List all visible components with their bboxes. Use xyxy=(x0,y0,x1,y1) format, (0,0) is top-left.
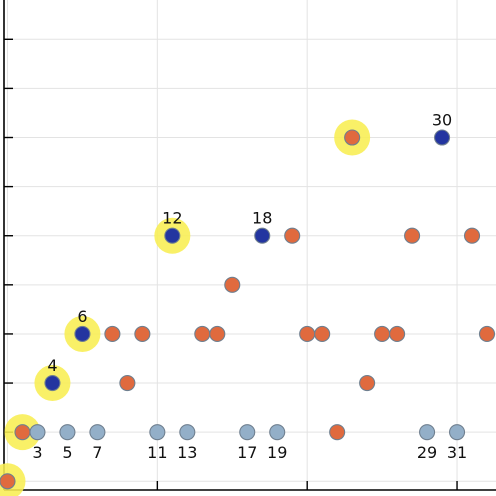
point-label: 18 xyxy=(252,209,272,228)
data-point xyxy=(463,227,481,244)
data-point xyxy=(254,227,271,244)
data-point xyxy=(239,424,256,441)
data-points xyxy=(0,129,496,490)
data-point xyxy=(89,424,106,441)
data-point xyxy=(269,424,286,441)
point-label: 30 xyxy=(432,111,452,130)
data-point xyxy=(359,374,376,392)
data-point xyxy=(419,424,436,441)
point-labels: 3 5 7 11 13 17 19 29 31 4 6 12 18 30 xyxy=(32,111,467,463)
point-label: 29 xyxy=(417,443,437,462)
data-point xyxy=(149,424,166,441)
data-point xyxy=(329,424,346,441)
data-point xyxy=(29,424,46,441)
data-point xyxy=(374,325,391,342)
grid-lines xyxy=(4,0,496,490)
point-label: 31 xyxy=(447,443,467,462)
point-label: 19 xyxy=(267,443,287,462)
data-point xyxy=(44,374,61,392)
data-point xyxy=(478,325,496,342)
data-point xyxy=(14,424,31,441)
data-point xyxy=(59,424,76,441)
point-label: 17 xyxy=(237,443,257,462)
data-point xyxy=(389,325,406,342)
data-point xyxy=(448,424,466,441)
axes xyxy=(3,0,496,491)
data-point xyxy=(209,325,226,342)
data-point xyxy=(134,325,151,342)
data-point xyxy=(119,374,136,392)
point-label: 7 xyxy=(92,443,102,462)
data-point xyxy=(284,227,301,244)
data-point xyxy=(299,325,316,342)
data-point xyxy=(164,227,181,244)
data-point xyxy=(344,129,361,146)
point-label: 13 xyxy=(177,443,197,462)
point-label: 4 xyxy=(47,356,57,375)
data-point xyxy=(224,276,241,293)
point-label: 12 xyxy=(162,209,182,228)
data-point xyxy=(434,129,451,146)
data-point xyxy=(404,227,421,244)
data-point xyxy=(194,325,211,342)
data-point xyxy=(314,325,331,342)
point-label: 5 xyxy=(62,443,72,462)
data-point xyxy=(0,473,16,490)
data-point xyxy=(104,325,121,342)
point-label: 11 xyxy=(147,443,167,462)
point-label: 3 xyxy=(32,443,42,462)
point-label: 6 xyxy=(77,307,87,326)
data-point xyxy=(179,424,196,441)
data-point xyxy=(74,325,91,342)
